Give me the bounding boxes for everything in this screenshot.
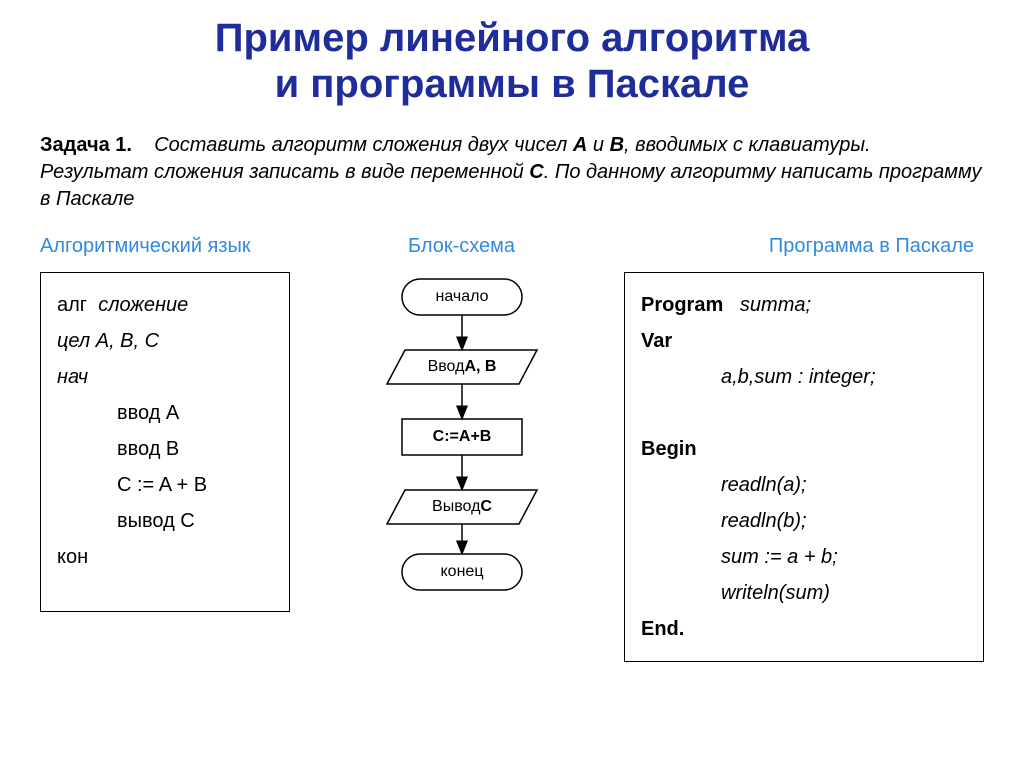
flowchart: началоВвод A, BC:=A+BВывод Cконец bbox=[352, 272, 572, 602]
title-line1: Пример линейного алгоритма bbox=[40, 15, 984, 61]
column-left: Алгоритмический язык алг сложениецел A, … bbox=[40, 235, 299, 612]
col-mid-heading: Блок-схема bbox=[408, 235, 515, 258]
task-text: Составить алгоритм сложения двух чисел A… bbox=[40, 134, 981, 210]
column-right: Программа в Паскале Program summa;Vara,b… bbox=[624, 235, 984, 662]
column-mid: Блок-схема началоВвод A, BC:=A+BВывод Cк… bbox=[327, 235, 596, 602]
task-block: Задача 1. Составить алгоритм сложения дв… bbox=[40, 132, 984, 213]
col-left-heading: Алгоритмический язык bbox=[40, 235, 251, 258]
columns: Алгоритмический язык алг сложениецел A, … bbox=[40, 235, 984, 662]
main-title: Пример линейного алгоритма и программы в… bbox=[40, 15, 984, 107]
col-right-heading: Программа в Паскале bbox=[769, 235, 974, 258]
title-line2: и программы в Паскале bbox=[40, 61, 984, 107]
slide: Пример линейного алгоритма и программы в… bbox=[0, 0, 1024, 768]
algo-code-box: алг сложениецел A, B, Cначввод Aввод BC … bbox=[40, 272, 290, 612]
pascal-code-box: Program summa;Vara,b,sum : integer; Begi… bbox=[624, 272, 984, 662]
task-label: Задача 1. bbox=[40, 134, 132, 156]
